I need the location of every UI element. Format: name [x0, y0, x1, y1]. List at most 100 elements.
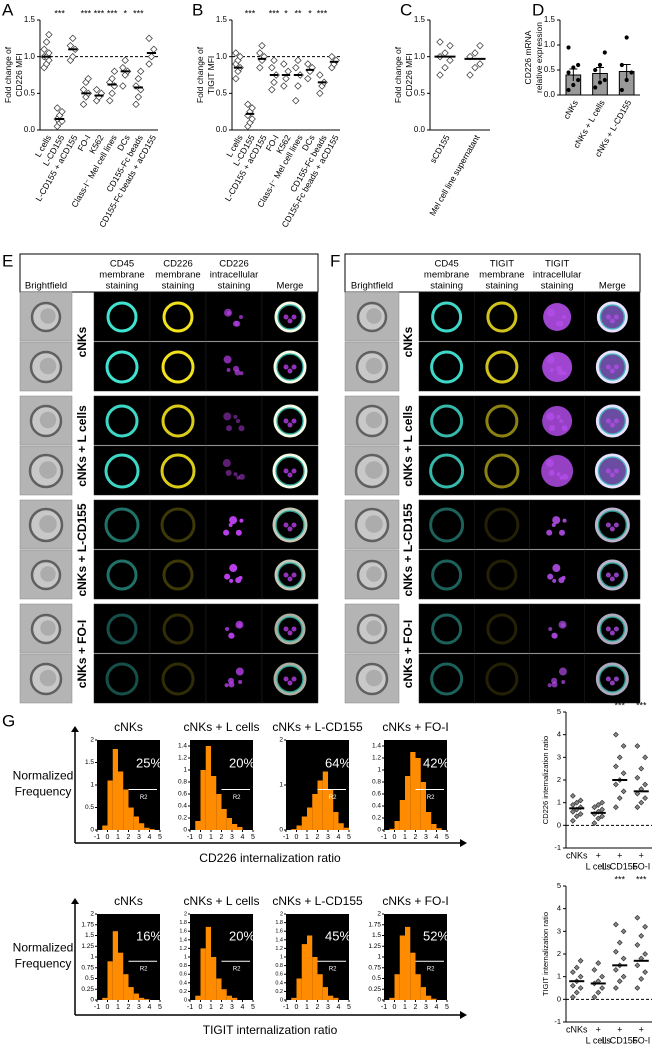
- intracellular-dot: [234, 369, 241, 376]
- membrane-ring: [595, 662, 629, 696]
- y-tick-label: 1: [557, 798, 561, 807]
- data-point: [316, 89, 324, 98]
- x-tick-label: 4: [435, 834, 439, 841]
- data-point: [634, 942, 641, 948]
- y-tick-label: 0.6: [275, 972, 283, 978]
- y-tick-label: 0.4: [275, 980, 283, 986]
- data-point: [593, 85, 598, 90]
- x-tick-label: -1: [381, 1004, 387, 1011]
- panel-label: C: [400, 0, 412, 19]
- y-tick-label: 2: [557, 949, 561, 958]
- histogram-bar: [399, 800, 405, 830]
- y-axis-title: Fold change of: [195, 46, 205, 103]
- data-point: [634, 914, 641, 921]
- histogram-title: cNKs + FO-I: [382, 894, 448, 908]
- data-point: [232, 49, 240, 57]
- data-point: [577, 973, 584, 980]
- data-point: [642, 923, 649, 930]
- y-axis-title: Frequency: [15, 957, 72, 971]
- panel-label: B: [192, 0, 203, 19]
- y-tick-label: 0.2: [178, 815, 187, 822]
- histogram-bar: [107, 780, 113, 830]
- fluorescence-tile: [418, 395, 475, 446]
- gate-name: R2: [140, 967, 148, 973]
- column-header: CD45: [434, 259, 458, 270]
- histogram-bar: [410, 952, 416, 1000]
- fluorescence-tile: [261, 395, 319, 446]
- x-tick-label: +: [639, 1024, 644, 1034]
- y-axis-title: TIGIT internalization ratio: [541, 912, 550, 996]
- y-tick-label: 0.25: [368, 986, 381, 993]
- cell-nucleus: [40, 308, 56, 324]
- histogram-bar: [133, 993, 139, 1000]
- panel-label: D: [532, 0, 544, 19]
- data-point: [471, 49, 479, 57]
- x-tick-label: 2: [127, 834, 131, 841]
- data-point: [134, 93, 143, 101]
- column-header: intracellular: [210, 270, 259, 281]
- membrane-ring: [429, 453, 465, 489]
- histogram-bar: [149, 829, 155, 830]
- y-tick-label: 0.4: [178, 803, 187, 810]
- x-tick-label: 0: [106, 834, 110, 841]
- histogram-bar: [301, 816, 307, 830]
- histogram-bar: [394, 974, 400, 1000]
- membrane-ring: [430, 662, 464, 696]
- data-point: [258, 41, 266, 50]
- fluorescence-tile: [529, 549, 585, 600]
- data-point: [642, 754, 649, 761]
- row-label: cNKs + L-CD155: [401, 503, 415, 596]
- x-tick-label: 2: [316, 1004, 320, 1011]
- histogram-title: cNKs: [114, 894, 143, 908]
- histogram-bar: [221, 809, 227, 830]
- y-axis-title: Fold change of: [393, 46, 403, 103]
- histogram-bar: [211, 776, 217, 830]
- x-tick-label: 5: [158, 1004, 162, 1011]
- gate-name: R2: [329, 967, 337, 973]
- data-point: [620, 770, 627, 777]
- y-tick-label: 1: [557, 972, 561, 981]
- intracellular-dot: [558, 577, 565, 584]
- membrane-ring: [431, 613, 463, 645]
- histogram-bar: [317, 780, 323, 830]
- data-point: [591, 994, 598, 1000]
- y-tick-label: 1.5: [85, 932, 94, 939]
- column-header: Merge: [277, 281, 304, 292]
- y-tick-label: 2: [557, 775, 561, 784]
- intracellular-dot: [228, 632, 235, 639]
- intracellular-dot: [229, 578, 234, 583]
- y-tick-label: 0.8: [178, 779, 187, 786]
- fluorescence-tile: [418, 499, 475, 550]
- membrane-ring: [596, 301, 628, 333]
- membrane-ring: [274, 301, 306, 333]
- x-tick-label: 0: [393, 1004, 397, 1011]
- y-axis-title: TIGIT MFI: [206, 56, 216, 95]
- y-tick-label: 1.4: [178, 743, 187, 750]
- data-point: [599, 799, 606, 806]
- histogram-bar: [123, 789, 129, 830]
- intracellular-dot: [547, 573, 554, 580]
- fluorescence-tile: [149, 395, 207, 446]
- histogram-bar: [107, 961, 113, 1000]
- fluorescence-tile: [474, 653, 530, 704]
- cell-nucleus: [40, 620, 56, 636]
- y-tick-label: 1.4: [179, 937, 187, 943]
- fluorescence-tile: [93, 653, 151, 704]
- fluorescence-tile: [93, 395, 151, 446]
- axis-arrow: [460, 1011, 467, 1019]
- merge-dot: [291, 314, 297, 320]
- membrane-ring: [104, 453, 140, 489]
- y-tick-label: 0.8: [372, 779, 381, 786]
- fluorescence-tile: [584, 549, 641, 600]
- membrane-ring: [104, 507, 140, 543]
- row-label: cNKs + L cells: [75, 405, 89, 487]
- histogram-bar: [322, 987, 328, 1000]
- membrane-ring: [106, 559, 138, 591]
- data-point: [612, 731, 619, 738]
- y-tick-label: 1.2: [178, 755, 187, 762]
- data-point: [571, 82, 576, 88]
- merge-dot: [291, 676, 297, 682]
- data-point: [634, 985, 641, 991]
- histogram-bar: [415, 758, 421, 830]
- histogram-bar: [399, 935, 405, 1000]
